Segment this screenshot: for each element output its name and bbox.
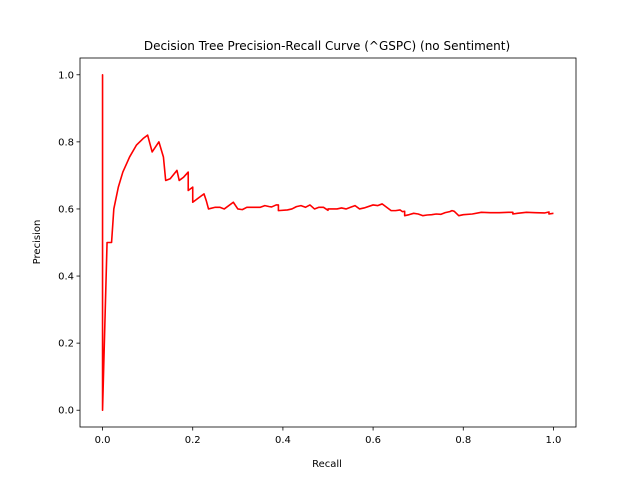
x-tick-label: 0.6 <box>365 435 381 446</box>
x-axis: 0.0 0.2 0.4 0.6 0.8 1.0 <box>95 427 562 446</box>
y-tick-label: 0.8 <box>58 137 74 148</box>
x-tick-label: 0.2 <box>185 435 201 446</box>
series-line-0 <box>101 73 554 412</box>
plot-frame <box>79 57 577 428</box>
x-tick-label: 0.0 <box>95 435 111 446</box>
x-tick-label: 0.4 <box>275 435 291 446</box>
x-axis-label: Recall <box>312 459 342 470</box>
y-axis: 0.0 0.2 0.4 0.6 0.8 1.0 <box>58 70 80 417</box>
y-tick-label: 0.0 <box>58 406 74 417</box>
x-tick-label: 0.8 <box>455 435 471 446</box>
y-tick-label: 0.6 <box>58 204 74 215</box>
x-tick-label: 1.0 <box>546 435 562 446</box>
y-tick-label: 1.0 <box>58 70 74 81</box>
chart-title: Decision Tree Precision-Recall Curve (^G… <box>144 39 510 53</box>
plot-area <box>79 57 577 428</box>
y-tick-label: 0.4 <box>58 272 74 283</box>
y-axis-label: Precision <box>32 220 43 265</box>
y-tick-label: 0.2 <box>58 339 74 350</box>
